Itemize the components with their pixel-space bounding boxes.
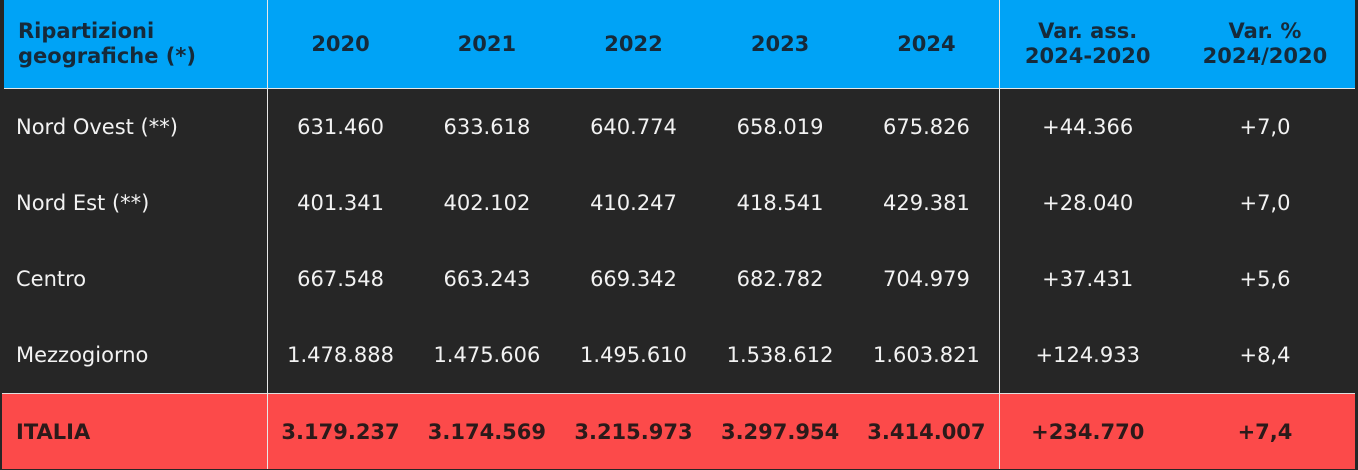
header-year-2023: 2023 bbox=[706, 0, 854, 89]
cell-2020: 667.548 bbox=[297, 267, 384, 291]
table-row: Mezzogiorno 1.478.888 1.475.606 1.495.610 1.… bbox=[2, 317, 1355, 394]
table-row: Nord Ovest (**) 631.460 633.618 640.774 658.… bbox=[2, 88, 1355, 165]
cell-2024: 675.826 bbox=[853, 88, 1001, 165]
cell-2020: 631.460 bbox=[297, 115, 384, 139]
header-line2: 2024-2020 bbox=[1024, 44, 1151, 68]
header-region-line2: geografiche (*) bbox=[18, 44, 196, 68]
cell-2021: 663.243 bbox=[443, 267, 531, 291]
cell-2020: 401.341 bbox=[297, 191, 384, 215]
cell-var-ass: +37.431 bbox=[1042, 267, 1134, 291]
header-line1: Var. ass. bbox=[1038, 19, 1138, 43]
header-var-pct: Var. % 2024/2020 bbox=[1174, 0, 1355, 89]
cell-var-ass: +234.770 bbox=[999, 393, 1175, 469]
cell-2023: 682.782 bbox=[736, 267, 824, 291]
cell-2021: 3.174.569 bbox=[413, 393, 561, 469]
row-label: Centro bbox=[2, 241, 268, 317]
cell-var-ass: +28.040 bbox=[1042, 191, 1134, 215]
cell-var-pct: +7,4 bbox=[1174, 393, 1355, 469]
cell-2022: 640.774 bbox=[590, 115, 677, 139]
header-year-2024: 2024 bbox=[853, 0, 1001, 89]
header-region-line1: Ripartizioni bbox=[18, 19, 155, 43]
total-row: ITALIA 3.179.237 3.174.569 3.215.973 3.297.9… bbox=[2, 393, 1355, 469]
cell-2022: 410.247 bbox=[590, 191, 677, 215]
header-var-ass: Var. ass. 2024-2020 bbox=[999, 0, 1175, 89]
cell-2021: 1.475.606 bbox=[433, 343, 541, 367]
header-row: Ripartizioni geografiche (*) 2020 2021 202… bbox=[0, 0, 1355, 89]
row-label: Mezzogiorno bbox=[2, 317, 268, 394]
cell-var-pct: +7,0 bbox=[1239, 191, 1291, 215]
table-body: Nord Ovest (**) 631.460 633.618 640.774 658.… bbox=[2, 88, 1355, 469]
header-year-2020: 2020 bbox=[267, 0, 414, 89]
cell-2021: 633.618 bbox=[443, 115, 531, 139]
header-line1: Var. % bbox=[1228, 19, 1302, 43]
header-line2: 2024/2020 bbox=[1202, 44, 1328, 68]
cell-2024: 3.414.007 bbox=[853, 393, 1001, 469]
cell-var-pct: +7,0 bbox=[1239, 115, 1291, 139]
row-label: Nord Est (**) bbox=[2, 165, 268, 241]
header-year-2022: 2022 bbox=[560, 0, 707, 89]
cell-var-ass: +44.366 bbox=[1042, 115, 1134, 139]
cell-2022: 669.342 bbox=[590, 267, 677, 291]
cell-2022: 1.495.610 bbox=[580, 343, 687, 367]
cell-var-ass: +124.933 bbox=[1035, 343, 1140, 367]
header-region: Ripartizioni geografiche (*) bbox=[0, 0, 268, 89]
cell-2022: 3.215.973 bbox=[560, 393, 707, 469]
cell-2023: 1.538.612 bbox=[726, 343, 834, 367]
table-row: Nord Est (**) 401.341 402.102 410.247 418.54… bbox=[2, 165, 1355, 241]
header-year-2021: 2021 bbox=[413, 0, 561, 89]
cell-2020: 3.179.237 bbox=[267, 393, 414, 469]
cell-2024: 429.381 bbox=[853, 165, 1001, 241]
cell-2024: 704.979 bbox=[853, 241, 1001, 317]
cell-2020: 1.478.888 bbox=[287, 343, 394, 367]
row-label: ITALIA bbox=[2, 393, 268, 469]
row-label: Nord Ovest (**) bbox=[2, 88, 268, 165]
table-row: Centro 667.548 663.243 669.342 682.782 704.97… bbox=[2, 241, 1355, 317]
cell-var-pct: +5,6 bbox=[1239, 267, 1291, 291]
cell-var-pct: +8,4 bbox=[1239, 343, 1291, 367]
cell-2023: 658.019 bbox=[736, 115, 824, 139]
cell-2023: 418.541 bbox=[736, 191, 824, 215]
cell-2023: 3.297.954 bbox=[706, 393, 854, 469]
cell-2021: 402.102 bbox=[443, 191, 531, 215]
cell-2024: 1.603.821 bbox=[853, 317, 1001, 394]
